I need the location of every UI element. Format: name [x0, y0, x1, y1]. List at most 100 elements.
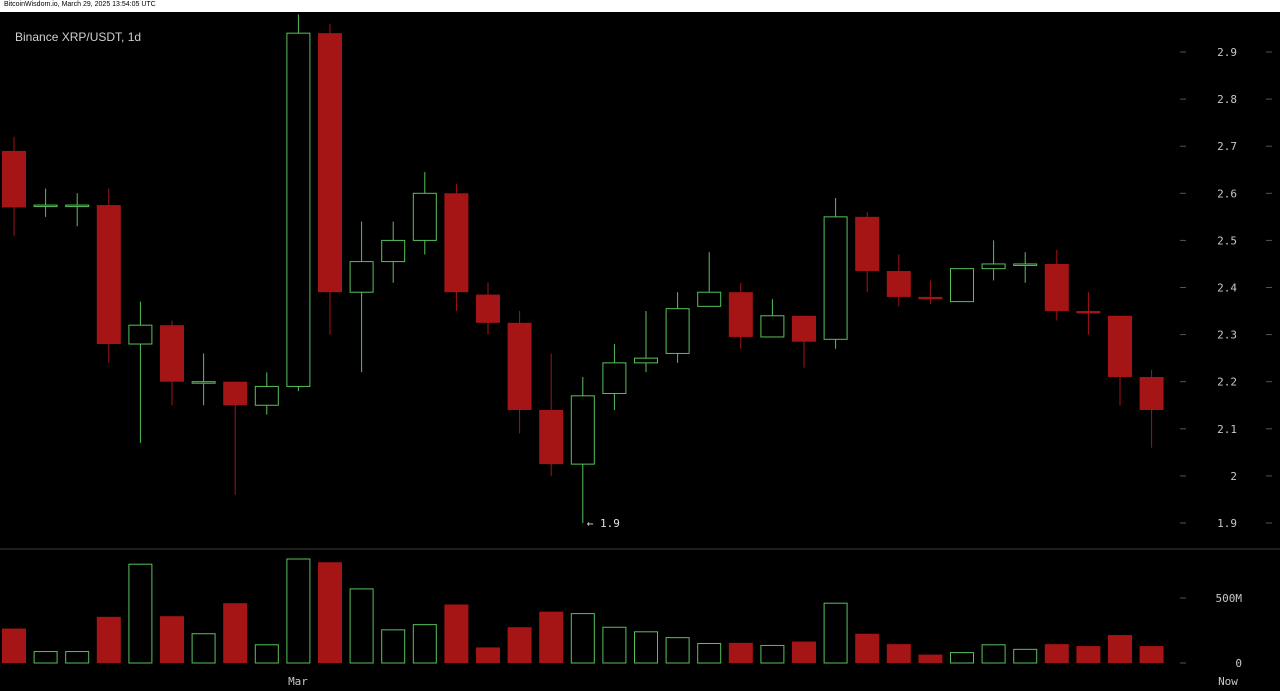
price-tick-label: 2: [1230, 470, 1237, 483]
volume-bar-up: [286, 558, 311, 664]
candle-body-down: [855, 216, 880, 272]
candle: [191, 353, 216, 406]
candle: [792, 315, 816, 368]
volume-bar-down: [1108, 635, 1132, 663]
price-tick-label: 2.2: [1217, 376, 1237, 389]
volume-bar-down: [223, 603, 248, 663]
candle-body-down: [160, 325, 184, 382]
candle-body-down: [728, 292, 753, 337]
candle-body-up: [950, 268, 974, 303]
candlestick-chart: 2.9 2.8 2.7 2.6 2.5 2.4 2.3 2.2 2.1 2 1.9 500M 0 Ma…: [0, 14, 1280, 688]
price-tick-label: 2.3: [1217, 329, 1237, 342]
candle-body-up: [1013, 263, 1038, 266]
volume-bar-up: [381, 629, 406, 664]
candle: [160, 320, 184, 406]
candle-body-up: [697, 291, 722, 307]
volume-bar-down: [160, 616, 184, 663]
candle-body-down: [507, 322, 532, 410]
source-header-bar: BitcoinWisdom.io, March 29, 2025 13:54:0…: [0, 0, 1280, 12]
volume-bar-down: [318, 562, 342, 663]
candle: [634, 311, 658, 373]
volume-bar-down: [444, 604, 469, 663]
volume-bar-up: [33, 651, 58, 664]
candle: [507, 311, 532, 434]
candle-body-up: [286, 32, 311, 387]
volume-bar-down: [476, 647, 500, 663]
candle: [602, 344, 627, 410]
candle: [1108, 315, 1132, 406]
candle: [823, 198, 848, 349]
volume-tick-label: 500M: [1216, 592, 1243, 605]
candle-body-down: [1076, 311, 1101, 314]
candle: [286, 14, 311, 392]
volume-bar-up: [665, 637, 690, 664]
candle: [96, 188, 121, 363]
candle-body-down: [1044, 263, 1069, 312]
volume-bar-up: [65, 651, 90, 664]
candle-body-up: [665, 308, 690, 354]
candle: [318, 23, 342, 335]
candle: [1076, 292, 1101, 335]
candle: [65, 193, 90, 227]
volume-bar-down: [1076, 646, 1101, 663]
price-tick-label: 2.8: [1217, 93, 1237, 106]
candle: [886, 254, 911, 307]
candle-body-down: [1139, 376, 1164, 410]
price-tick-label: 2.5: [1217, 234, 1237, 247]
volume-tick-label: 0: [1235, 657, 1242, 670]
volume-bar-down: [2, 628, 26, 663]
candle: [665, 292, 690, 363]
candle: [1139, 369, 1164, 448]
volume-bar-up: [634, 631, 658, 664]
candle-body-up: [128, 324, 153, 345]
volume-bar-up: [981, 644, 1006, 664]
candle-body-down: [2, 150, 26, 208]
candle: [33, 188, 58, 217]
candle: [760, 299, 785, 338]
candle-body-up: [33, 204, 58, 208]
volume-bar-down: [886, 644, 911, 663]
x-axis-label: Now: [1218, 675, 1238, 688]
chart-title: Binance XRP/USDT, 1d: [15, 30, 142, 44]
candles-layer: [2, 14, 1164, 523]
candle-body-down: [223, 381, 248, 406]
candle-body-up: [412, 192, 437, 241]
candle-body-up: [570, 395, 595, 465]
volume-bar-up: [1013, 648, 1038, 664]
volume-bar-up: [950, 652, 974, 664]
x-axis-label: Mar: [288, 675, 308, 688]
volume-axis: 500M 0: [1180, 592, 1242, 670]
volume-bar-down: [1139, 646, 1164, 663]
price-tick-label: 2.6: [1217, 187, 1237, 200]
candle-body-down: [1108, 315, 1132, 377]
candle: [570, 376, 595, 523]
volume-bar-down: [855, 633, 880, 663]
x-axis: Mar Now: [288, 675, 1238, 688]
candle-body-down: [476, 294, 500, 323]
volume-bar-up: [412, 624, 437, 664]
volume-bar-down: [96, 616, 121, 663]
candle-body-down: [918, 296, 943, 300]
candle: [918, 280, 943, 304]
candle-body-up: [634, 357, 658, 364]
candle: [855, 212, 880, 293]
candle: [1013, 252, 1038, 283]
low-annotation: ← 1.9: [587, 517, 620, 530]
candle: [697, 252, 722, 307]
volume-bar-up: [823, 602, 848, 664]
candle-body-up: [381, 239, 406, 263]
candle-body-down: [96, 205, 121, 345]
price-tick-label: 1.9: [1217, 517, 1237, 530]
volume-bar-up: [349, 588, 374, 664]
volume-bar-down: [918, 654, 943, 663]
candle-body-down: [318, 33, 342, 293]
price-tick-label: 2.1: [1217, 423, 1237, 436]
candle-body-down: [886, 271, 911, 297]
source-line: BitcoinWisdom.io, March 29, 2025 13:54:0…: [4, 1, 156, 8]
candle-body-up: [981, 263, 1006, 270]
candle-body-up: [65, 204, 90, 208]
price-tick-label: 2.7: [1217, 140, 1237, 153]
volume-bar-down: [539, 611, 564, 663]
volume-bar-up: [760, 644, 785, 664]
candle-body-up: [254, 385, 279, 406]
